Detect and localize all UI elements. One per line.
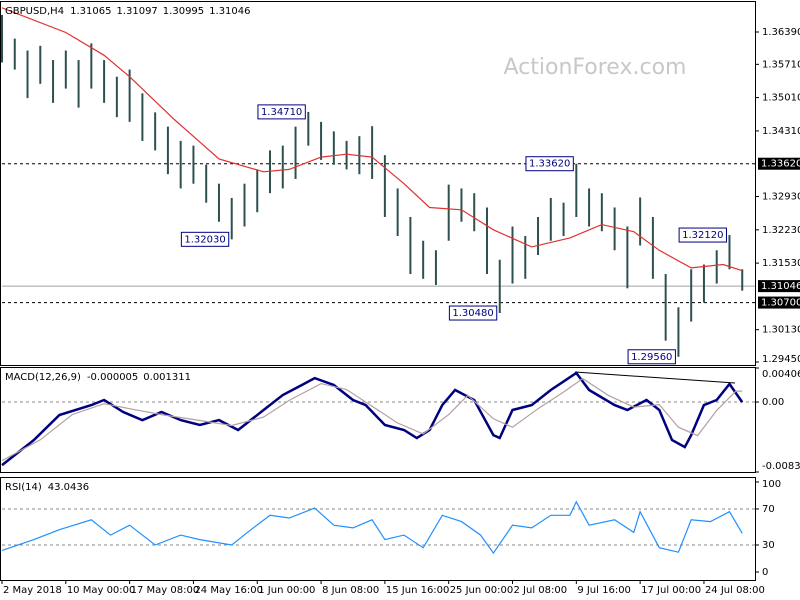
y-tick-label: 1.35010 [762,93,800,104]
y-tick-label: 0.00406 [762,369,800,380]
y-tick-label: 1.35710 [762,59,800,70]
annotation-box [257,104,306,120]
annotation-label: 1.32120 [682,230,723,241]
x-tick-label: 8 Jun 08:00 [322,585,379,596]
y-tick-label: 100 [762,479,781,490]
x-tick-label: 10 May 00:00 [67,585,136,596]
panel-reading: 0.001311 [143,372,191,383]
y-tick-label: 70 [762,504,775,515]
y-tick-label: 0 [762,567,768,578]
level-label: 1.33620 [761,159,800,170]
y-tick-label: 1.32930 [762,192,800,203]
x-tick-label: 1 Jun 00:00 [258,585,315,596]
panel-reading: 43.0436 [48,482,89,493]
current-label-box [758,280,800,293]
annotation-box [180,231,230,247]
panel-title: MACD(12,26,9) [5,372,81,383]
annotation-label: 1.33620 [529,159,570,170]
annotation-label: 1.32030 [184,234,225,245]
panel-reading: 1.31065 [70,6,111,17]
x-tick-label: 24 Jul 08:00 [705,585,765,596]
trend-line [574,371,736,384]
panel-reading: 1.31046 [209,6,250,17]
y-tick-label: 1.29450 [762,354,800,365]
panel-title: RSI(14) [5,482,42,493]
panel-reading: 1.30995 [163,6,204,17]
panel-reading: 1.31097 [116,6,157,17]
annotation-box [627,349,676,365]
level-label-box [758,296,800,309]
level-label-box [758,157,800,170]
x-tick-label: 25 Jun 00:00 [450,585,514,596]
indicator-line [1,377,743,462]
annotation-box [525,156,574,172]
moving-average [1,7,743,272]
x-tick-label: 24 May 16:00 [194,585,263,596]
watermark: ActionForex.com [504,55,687,80]
annotation-box [678,227,727,243]
x-tick-label: 17 May 08:00 [131,585,200,596]
y-tick-label: 1.31530 [762,258,800,269]
y-tick-label: 1.34310 [762,126,800,137]
y-tick-label: 30 [762,540,775,551]
price-panel [0,1,756,366]
level-label: 1.30700 [761,298,800,309]
macd-panel [0,367,756,473]
annotation-label: 1.29560 [631,352,672,363]
x-tick-label: 17 Jul 00:00 [641,585,701,596]
current-price-label: 1.31046 [761,281,800,292]
annotation-label: 1.30480 [452,308,493,319]
annotation-box [448,305,498,321]
y-tick-label: 0.00 [762,397,784,408]
panel-reading: -0.000005 [87,372,138,383]
y-tick-label: 1.36390 [762,27,800,38]
annotation-label: 1.34710 [261,107,302,118]
x-tick-label: 9 Jul 16:00 [577,585,631,596]
y-tick-label: -0.008346 [762,461,800,472]
y-tick-label: 1.30130 [762,325,800,336]
rsi-panel [0,477,756,581]
indicator-line [1,500,743,555]
panel-title: GBPUSD,H4 [5,6,64,17]
x-tick-label: 2 Jul 08:00 [514,585,568,596]
x-tick-label: 2 May 2018 [3,585,62,596]
y-tick-label: 1.32230 [762,225,800,236]
x-tick-label: 15 Jun 16:00 [386,585,450,596]
